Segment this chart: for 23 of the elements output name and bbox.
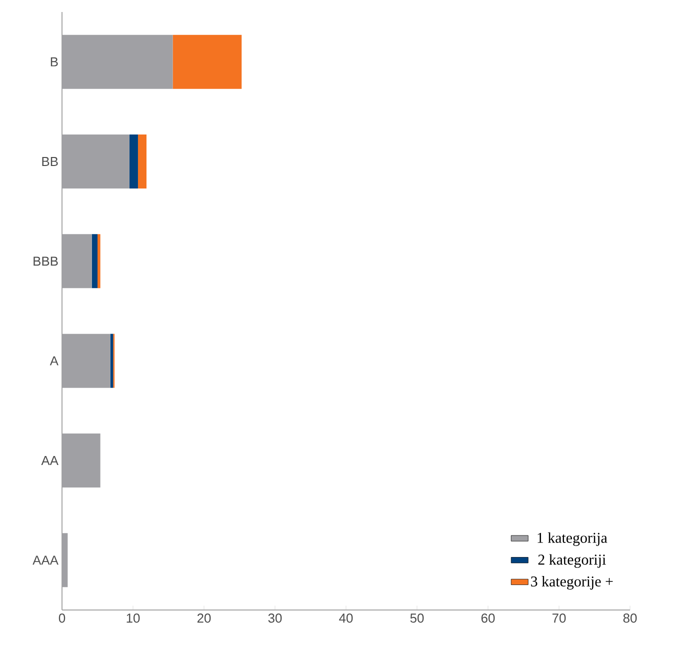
x-tick-label: 40: [339, 614, 353, 623]
y-tick-label: BB: [42, 157, 58, 166]
y-tick-label: B: [50, 57, 58, 66]
bar: [129, 134, 138, 189]
x-tick-label: 80: [623, 614, 637, 623]
x-tick-label: 0: [58, 614, 66, 623]
x-tick-label: 60: [481, 614, 495, 623]
legend-label: 3 kategorije +: [531, 576, 613, 590]
x-tick-label: 20: [197, 614, 211, 623]
legend-label: 1 kategorija: [538, 532, 608, 546]
bar: [98, 234, 100, 288]
x-tick-label: 30: [268, 614, 282, 623]
x-tick-label: 50: [410, 614, 424, 623]
y-tick-label: BBB: [34, 256, 58, 266]
y-tick-label: AAA: [32, 556, 58, 565]
legend-label: 2 kategoriji: [538, 554, 606, 568]
x-tick-label: 10: [126, 614, 140, 623]
bar: [172, 34, 242, 89]
x-tick-label: 70: [552, 614, 566, 623]
bar: [138, 134, 146, 189]
y-tick-label: A: [50, 356, 58, 366]
bar: [92, 234, 98, 288]
y-tick-label: AA: [41, 456, 58, 465]
